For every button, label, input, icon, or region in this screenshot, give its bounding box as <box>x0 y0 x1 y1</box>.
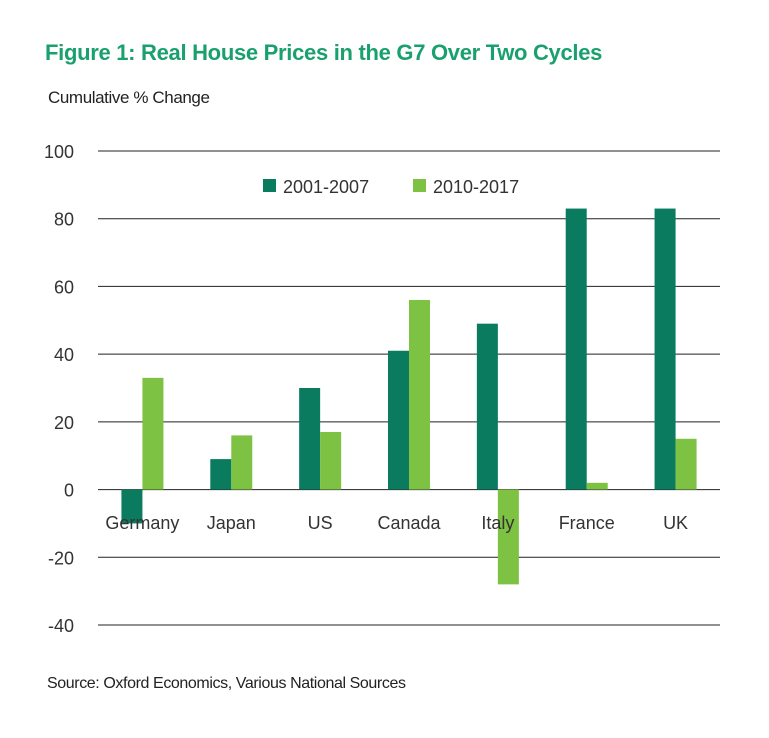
bar-2010-2017-us <box>320 432 342 490</box>
bar-2010-2017-japan <box>231 435 253 490</box>
bar-2001-2007-canada <box>388 350 409 490</box>
bar-2001-2007-germany <box>121 489 143 524</box>
x-tick-label: UK <box>663 513 688 533</box>
x-axis-ticks: Germany Japan US Canada Italy France UK <box>105 513 688 533</box>
y-axis-ticks: -40 -20 0 20 40 60 80 100 <box>44 142 74 636</box>
x-tick-label: Canada <box>377 513 441 533</box>
gridlines <box>98 150 720 626</box>
x-tick-label: Germany <box>105 513 179 533</box>
x-tick-label: Italy <box>481 513 514 533</box>
legend-swatch <box>413 179 426 192</box>
legend-swatch <box>263 179 276 192</box>
x-tick-label: US <box>308 513 333 533</box>
bar-2001-2007-japan <box>210 459 232 490</box>
y-tick-label: 40 <box>54 345 74 365</box>
legend-label: 2010-2017 <box>433 177 519 197</box>
y-tick-label: 60 <box>54 277 74 297</box>
y-tick-label: 100 <box>44 142 74 162</box>
y-tick-label: 20 <box>54 413 74 433</box>
bar-2001-2007-uk <box>654 208 676 490</box>
source-note: Source: Oxford Economics, Various Nation… <box>47 675 406 692</box>
chart-title: Figure 1: Real House Prices in the G7 Ov… <box>45 40 603 65</box>
bar-2010-2017-uk <box>675 438 697 490</box>
y-tick-label: 80 <box>54 210 74 230</box>
y-tick-label: 0 <box>64 481 74 501</box>
x-tick-label: France <box>559 513 615 533</box>
bar-2010-2017-italy <box>497 489 519 585</box>
bar-2010-2017-germany <box>142 377 164 490</box>
legend-label: 2001-2007 <box>283 177 369 197</box>
y-tick-label: -40 <box>48 616 74 636</box>
bar-2001-2007-us <box>299 388 321 490</box>
bar-2010-2017-canada <box>409 299 430 490</box>
legend: 2001-2007 2010-2017 <box>263 177 519 197</box>
bars <box>121 208 697 585</box>
bar-2010-2017-france <box>586 482 608 490</box>
x-tick-label: Japan <box>207 513 256 533</box>
bar-2001-2007-france <box>565 208 587 490</box>
y-axis-caption: Cumulative % Change <box>48 88 210 107</box>
y-tick-label: -20 <box>48 548 74 568</box>
bar-2001-2007-italy <box>476 323 498 490</box>
